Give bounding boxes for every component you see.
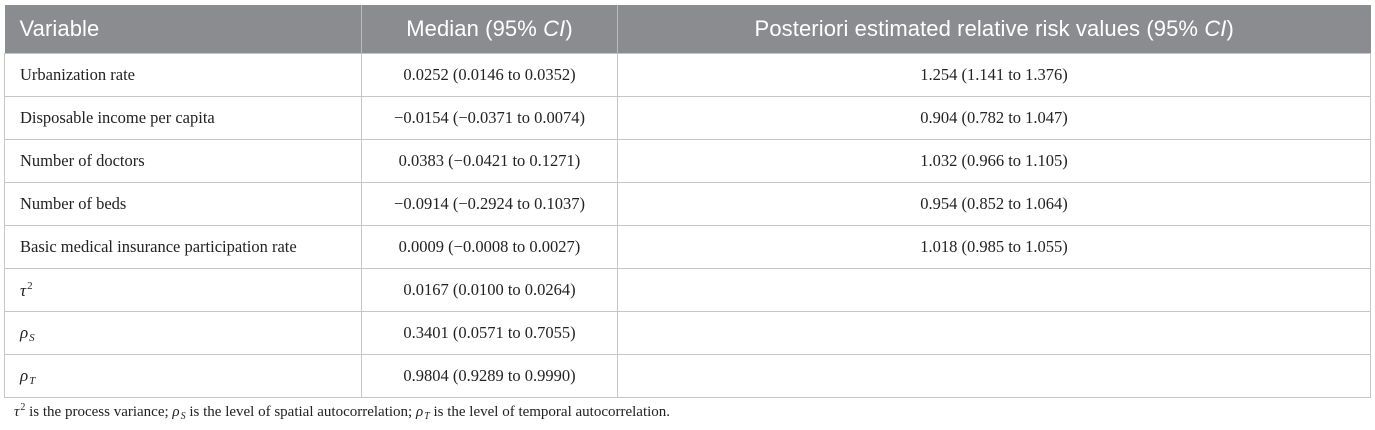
- variable-cell: Number of doctors: [4, 139, 362, 183]
- footnote-rho-t-letter: ρ: [415, 404, 424, 420]
- variable-cell: Number of beds: [4, 182, 362, 226]
- table-body: Urbanization rate 0.0252 (0.0146 to 0.03…: [4, 53, 1371, 398]
- tau-superscript: 2: [27, 279, 33, 292]
- median-cell: 0.0383 (−0.0421 to 0.1271): [361, 139, 618, 183]
- rho-t-symbol: ρT: [20, 365, 36, 387]
- header-rr-close: ): [1226, 16, 1234, 41]
- header-rr-ci: CI: [1204, 16, 1227, 41]
- header-relative-risk: Posteriori estimated relative risk value…: [617, 5, 1371, 54]
- footnote-rho-s-symbol: ρS: [172, 404, 186, 422]
- footnote-rho-s-letter: ρ: [172, 404, 180, 420]
- table-row: Urbanization rate 0.0252 (0.0146 to 0.03…: [4, 53, 1371, 97]
- relative-risk-cell-empty: [617, 268, 1371, 312]
- rho-s-symbol: ρS: [20, 322, 35, 344]
- header-median-ci: CI: [543, 16, 566, 41]
- header-median-close: ): [565, 16, 573, 41]
- table-footnote: τ2 is the process variance; ρS is the le…: [14, 402, 670, 422]
- median-cell: 0.3401 (0.0571 to 0.7055): [361, 311, 618, 355]
- table-row: Basic medical insurance participation ra…: [4, 225, 1371, 269]
- footnote-text-2: is the level of spatial autocorrelation;: [185, 404, 416, 420]
- table-row-tau-squared: τ2 0.0167 (0.0100 to 0.0264): [4, 268, 1371, 312]
- rho-s-letter: ρ: [20, 322, 29, 342]
- table-row-rho-t: ρT 0.9804 (0.9289 to 0.9990): [4, 354, 1371, 398]
- tau-symbol: τ2: [20, 279, 33, 300]
- results-table: Variable Median (95% CI) Posteriori esti…: [4, 5, 1371, 398]
- footnote-rho-s-subscript: S: [180, 411, 186, 422]
- tau-letter: τ: [20, 280, 27, 300]
- relative-risk-cell: 0.904 (0.782 to 1.047): [617, 96, 1371, 140]
- median-cell: 0.0009 (−0.0008 to 0.0027): [361, 225, 618, 269]
- relative-risk-cell-empty: [617, 354, 1371, 398]
- relative-risk-cell: 0.954 (0.852 to 1.064): [617, 182, 1371, 226]
- table-row-rho-s: ρS 0.3401 (0.0571 to 0.7055): [4, 311, 1371, 355]
- results-table-container: Variable Median (95% CI) Posteriori esti…: [4, 5, 1371, 398]
- header-median-text: Median (95%: [406, 16, 544, 41]
- footnote-tau-letter: τ: [14, 404, 20, 420]
- parameter-cell-rho-s: ρS: [4, 311, 362, 355]
- rho-s-subscript: S: [29, 331, 35, 344]
- table-row: Number of doctors 0.0383 (−0.0421 to 0.1…: [4, 139, 1371, 183]
- relative-risk-cell: 1.018 (0.985 to 1.055): [617, 225, 1371, 269]
- relative-risk-cell: 1.032 (0.966 to 1.105): [617, 139, 1371, 183]
- footnote-rho-t-symbol: ρT: [415, 404, 430, 422]
- rho-t-subscript: T: [29, 374, 36, 387]
- relative-risk-cell-empty: [617, 311, 1371, 355]
- table-row: Disposable income per capita −0.0154 (−0…: [4, 96, 1371, 140]
- parameter-cell-tau-squared: τ2: [4, 268, 362, 312]
- relative-risk-cell: 1.254 (1.141 to 1.376): [617, 53, 1371, 97]
- footnote-rho-t-subscript: T: [424, 411, 430, 422]
- rho-t-letter: ρ: [20, 365, 29, 385]
- median-cell: −0.0154 (−0.0371 to 0.0074): [361, 96, 618, 140]
- median-cell: 0.9804 (0.9289 to 0.9990): [361, 354, 618, 398]
- median-cell: 0.0167 (0.0100 to 0.0264): [361, 268, 618, 312]
- table-row: Number of beds −0.0914 (−0.2924 to 0.103…: [4, 182, 1371, 226]
- header-median: Median (95% CI): [361, 5, 618, 54]
- median-cell: −0.0914 (−0.2924 to 0.1037): [361, 182, 618, 226]
- header-rr-text: Posteriori estimated relative risk value…: [754, 16, 1205, 41]
- variable-cell: Disposable income per capita: [4, 96, 362, 140]
- variable-cell: Urbanization rate: [4, 53, 362, 97]
- footnote-tau-superscript: 2: [20, 402, 26, 413]
- footnote-text-3: is the level of temporal autocorrelation…: [429, 404, 671, 420]
- header-row: Variable Median (95% CI) Posteriori esti…: [4, 5, 1371, 54]
- header-variable: Variable: [4, 5, 362, 54]
- variable-cell: Basic medical insurance participation ra…: [4, 225, 362, 269]
- table-header: Variable Median (95% CI) Posteriori esti…: [4, 5, 1371, 54]
- median-cell: 0.0252 (0.0146 to 0.0352): [361, 53, 618, 97]
- parameter-cell-rho-t: ρT: [4, 354, 362, 398]
- footnote-tau-symbol: τ2: [14, 402, 26, 420]
- footnote-text-1: is the process variance;: [25, 404, 173, 420]
